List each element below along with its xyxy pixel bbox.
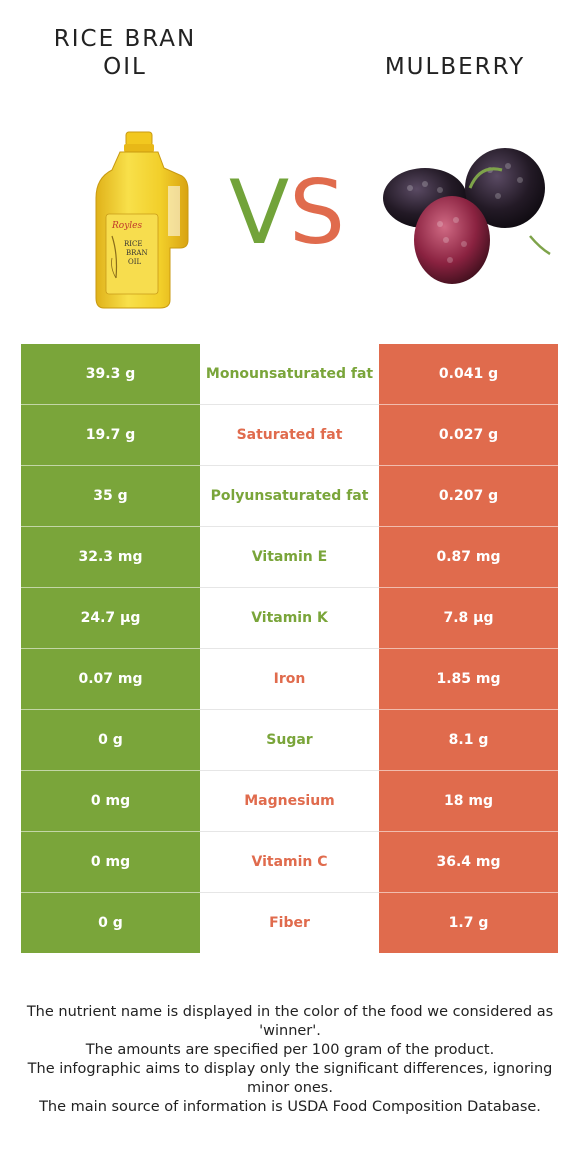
table-row: 0 g Fiber 1.7 g bbox=[21, 892, 558, 953]
rice-bran-oil-value: 19.7 g bbox=[21, 404, 200, 466]
bottle-label-line2: BRAN bbox=[126, 249, 148, 257]
bottle-label-line3: OIL bbox=[128, 258, 142, 266]
footer-notes: The nutrient name is displayed in the co… bbox=[20, 1003, 560, 1117]
nutrient-name: Fiber bbox=[200, 892, 379, 953]
footer-note-winner: The nutrient name is displayed in the co… bbox=[26, 1004, 554, 1039]
rice-bran-oil-value: 35 g bbox=[21, 465, 200, 527]
mulberry-value: 1.7 g bbox=[379, 892, 558, 953]
rice-bran-oil-value: 24.7 µg bbox=[21, 587, 200, 649]
nutrient-name: Vitamin C bbox=[200, 831, 379, 893]
table-row: 39.3 g Monounsaturated fat 0.041 g bbox=[21, 344, 558, 405]
mulberry-value: 0.87 mg bbox=[379, 526, 558, 588]
table-row: 19.7 g Saturated fat 0.027 g bbox=[21, 404, 558, 466]
mulberry-value: 7.8 µg bbox=[379, 587, 558, 649]
rice-bran-oil-bottle-image: Royles RICE BRAN OIL bbox=[90, 128, 190, 313]
mulberry-value: 18 mg bbox=[379, 770, 558, 832]
nutrient-name: Saturated fat bbox=[200, 404, 379, 466]
mulberry-value: 0.027 g bbox=[379, 404, 558, 466]
nutrient-name: Vitamin E bbox=[200, 526, 379, 588]
versus-label: VS bbox=[222, 158, 352, 268]
nutrient-name: Iron bbox=[200, 648, 379, 710]
rice-bran-oil-value: 0 mg bbox=[21, 831, 200, 893]
mulberry-value: 0.041 g bbox=[379, 344, 558, 405]
bottle-label-line1: RICE bbox=[124, 240, 143, 248]
mulberry-image bbox=[380, 140, 555, 295]
nutrient-name: Sugar bbox=[200, 709, 379, 771]
footer-note-source: The main source of information is USDA F… bbox=[39, 1099, 541, 1115]
rice-bran-oil-value: 0 g bbox=[21, 709, 200, 771]
mulberry-value: 36.4 mg bbox=[379, 831, 558, 893]
rice-bran-oil-value: 0 g bbox=[21, 892, 200, 953]
table-row: 0.07 mg Iron 1.85 mg bbox=[21, 648, 558, 710]
nutrient-name: Magnesium bbox=[200, 770, 379, 832]
mulberry-value: 0.207 g bbox=[379, 465, 558, 527]
nutrient-comparison-table: 39.3 g Monounsaturated fat 0.041 g 19.7 g Sa… bbox=[21, 344, 558, 953]
left-food-title: RICE BRAN OIL bbox=[53, 26, 197, 80]
mulberry-value: 8.1 g bbox=[379, 709, 558, 771]
footer-note-amounts: The amounts are specified per 100 gram o… bbox=[85, 1042, 495, 1058]
rice-bran-oil-value: 39.3 g bbox=[21, 344, 200, 405]
table-row: 0 mg Vitamin C 36.4 mg bbox=[21, 831, 558, 893]
vs-letter-v: V bbox=[228, 161, 290, 264]
nutrient-name: Monounsaturated fat bbox=[200, 344, 379, 405]
table-row: 0 mg Magnesium 18 mg bbox=[21, 770, 558, 832]
mulberry-value: 1.85 mg bbox=[379, 648, 558, 710]
bottle-brand-mark: Royles bbox=[111, 221, 142, 231]
rice-bran-oil-value: 32.3 mg bbox=[21, 526, 200, 588]
table-row: 0 g Sugar 8.1 g bbox=[21, 709, 558, 771]
nutrient-name: Polyunsaturated fat bbox=[200, 465, 379, 527]
vs-letter-s: S bbox=[289, 161, 346, 264]
nutrient-name: Vitamin K bbox=[200, 587, 379, 649]
right-food-title: MULBERRY bbox=[384, 54, 526, 80]
rice-bran-oil-value: 0 mg bbox=[21, 770, 200, 832]
footer-note-aims: The infographic aims to display only the… bbox=[27, 1061, 553, 1096]
table-row: 35 g Polyunsaturated fat 0.207 g bbox=[21, 465, 558, 527]
table-row: 32.3 mg Vitamin E 0.87 mg bbox=[21, 526, 558, 588]
table-row: 24.7 µg Vitamin K 7.8 µg bbox=[21, 587, 558, 649]
rice-bran-oil-value: 0.07 mg bbox=[21, 648, 200, 710]
